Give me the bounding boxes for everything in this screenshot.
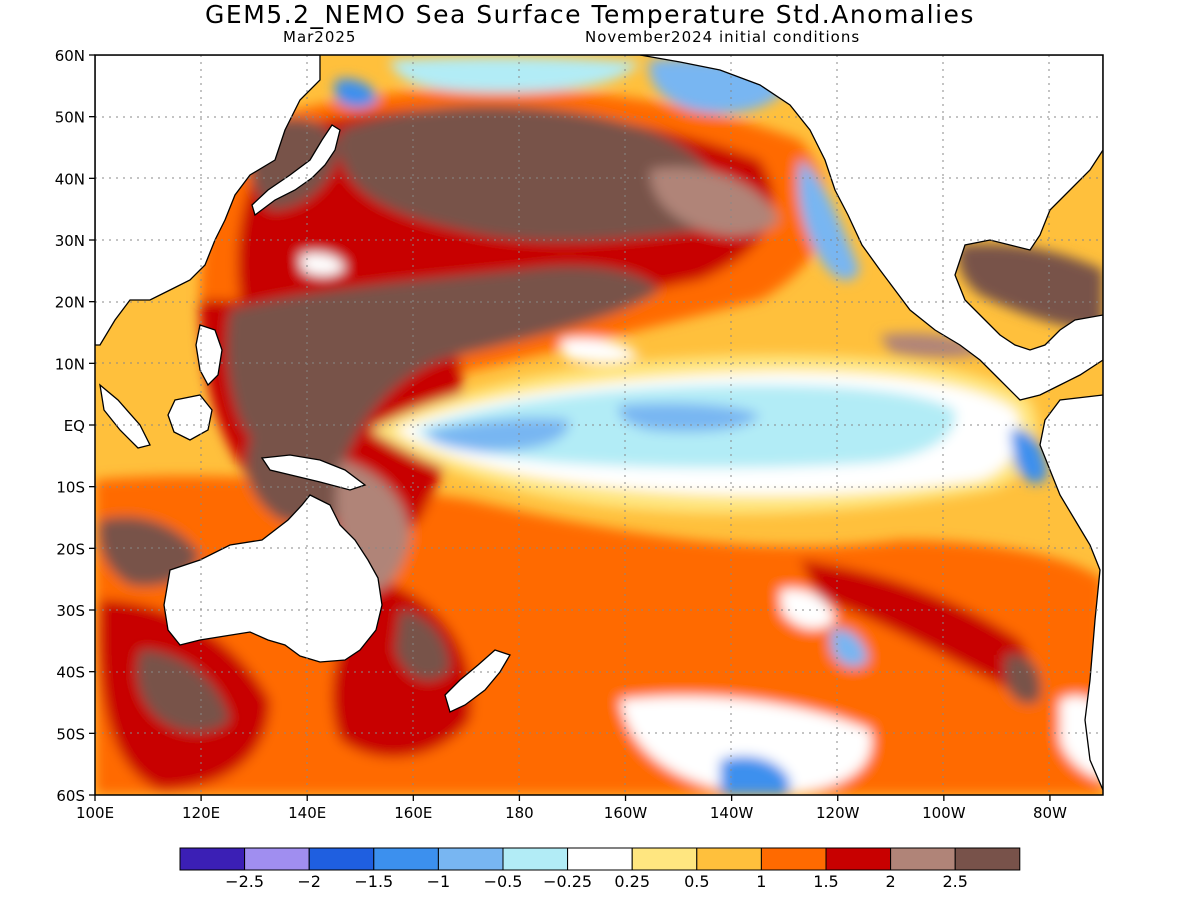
colorbar-label: 1.5 (813, 872, 838, 891)
colorbar-swatch (373, 847, 439, 871)
lat-tick-label: 40S (56, 664, 85, 682)
colorbar-swatch (179, 847, 246, 871)
lat-tick-label: 30N (55, 232, 85, 250)
colorbar-label: 0.5 (684, 872, 709, 891)
colorbar-label: −1 (427, 872, 451, 891)
lon-tick-label: 180 (505, 804, 534, 822)
initial-conditions-label: November2024 initial conditions (585, 28, 861, 46)
field-peru-coast-cool (1010, 429, 1048, 484)
field-nw-white (300, 253, 345, 276)
colorbar-label: 1 (756, 872, 766, 891)
land-philippines (195, 324, 223, 387)
field-south-subtropic-red (800, 560, 1031, 690)
field-southern-blue (720, 756, 790, 795)
lat-tick-label: 50N (55, 109, 85, 127)
colorbar-swatch (502, 847, 569, 871)
colorbar-label: −2.5 (225, 872, 264, 891)
longitude-axis: 100E 120E 140E 160E 180 160W 140W 120W 100W 80W (76, 795, 1067, 822)
land-north-america (639, 55, 1103, 401)
colorbar-swatch (890, 847, 956, 871)
colorbar-swatch (567, 847, 633, 871)
land-new-zealand (444, 649, 511, 713)
latitude-axis: 60N 50N 40N 30N 20N 10N EQ 10S 20S 30S 40S 50S 60S (55, 47, 95, 805)
color-scale-legend: −2.5 −2 −1.5 −1 −0.5 −0.25 0.25 0.5 1 1.5 2 2.5 (179, 847, 1021, 891)
field-tasman-brown (395, 610, 450, 681)
colorbar-label: −1.5 (354, 872, 393, 891)
lon-tick-label: 160W (604, 804, 648, 822)
field-peru-brown (1005, 654, 1041, 704)
colorbar-swatch (244, 847, 310, 871)
colorbar-swatch (308, 847, 375, 871)
lon-tick-label: 100W (922, 804, 966, 822)
colorbar-swatch (437, 847, 504, 871)
field-northeast-brown (650, 167, 780, 236)
map-title: GEM5.2_NEMO Sea Surface Temperature Std.… (205, 0, 975, 29)
field-bering-cool (390, 56, 640, 93)
field-california-cool (798, 160, 860, 281)
colorbar-swatch (696, 847, 762, 871)
colorbar-swatch (825, 847, 892, 871)
colorbar-swatch (760, 847, 827, 871)
field-equatorial-cold-core (425, 417, 570, 452)
field-okhotsk-blue (335, 78, 378, 109)
colorbar-label: −0.25 (543, 872, 592, 891)
graticule (95, 55, 1103, 795)
lat-tick-label: EQ (64, 417, 85, 435)
lat-tick-label: 10S (56, 479, 85, 497)
anomaly-field (95, 55, 1103, 795)
lat-tick-label: 60N (55, 47, 85, 65)
field-gulf-brown (958, 243, 1103, 330)
lat-tick-label: 20N (55, 294, 85, 312)
colorbar-label: −0.5 (484, 872, 523, 891)
lon-tick-label: 80W (1033, 804, 1067, 822)
colorbar-swatch (954, 847, 1021, 871)
lon-tick-label: 120W (816, 804, 860, 822)
lon-tick-label: 100E (76, 804, 114, 822)
colorbar-label: −2 (297, 872, 321, 891)
land-japan (251, 124, 341, 217)
lon-tick-label: 140W (710, 804, 754, 822)
valid-month-label: Mar2025 (283, 28, 357, 46)
field-warm-pool-brown (227, 266, 660, 473)
lat-tick-label: 40N (55, 170, 85, 188)
colorbar-label: 2.5 (942, 872, 967, 891)
lat-tick-label: 30S (56, 602, 85, 620)
land-sumatra (99, 383, 151, 449)
lat-tick-label: 50S (56, 725, 85, 743)
land-south-america (1039, 394, 1103, 791)
field-equatorial-cold-2 (618, 403, 760, 432)
lon-tick-label: 140E (288, 804, 326, 822)
lat-tick-label: 10N (55, 355, 85, 373)
land-masses (95, 55, 1103, 791)
lon-tick-label: 160E (394, 804, 432, 822)
lon-tick-label: 120E (182, 804, 220, 822)
colorbar-swatch (631, 847, 698, 871)
colorbar-label: 2 (886, 872, 896, 891)
field-mexico-brown (880, 333, 990, 358)
field-south-blue (830, 629, 868, 667)
land-new-guinea (260, 454, 367, 491)
lat-tick-label: 20S (56, 540, 85, 558)
field-hawaii-white (560, 338, 640, 363)
field-south-indian-brown (137, 650, 230, 733)
land-australia (163, 494, 383, 663)
field-south-pacific-white (780, 589, 835, 629)
colorbar-label: 0.25 (614, 872, 650, 891)
lat-tick-label: 60S (56, 787, 85, 805)
field-southern-white (620, 696, 872, 795)
